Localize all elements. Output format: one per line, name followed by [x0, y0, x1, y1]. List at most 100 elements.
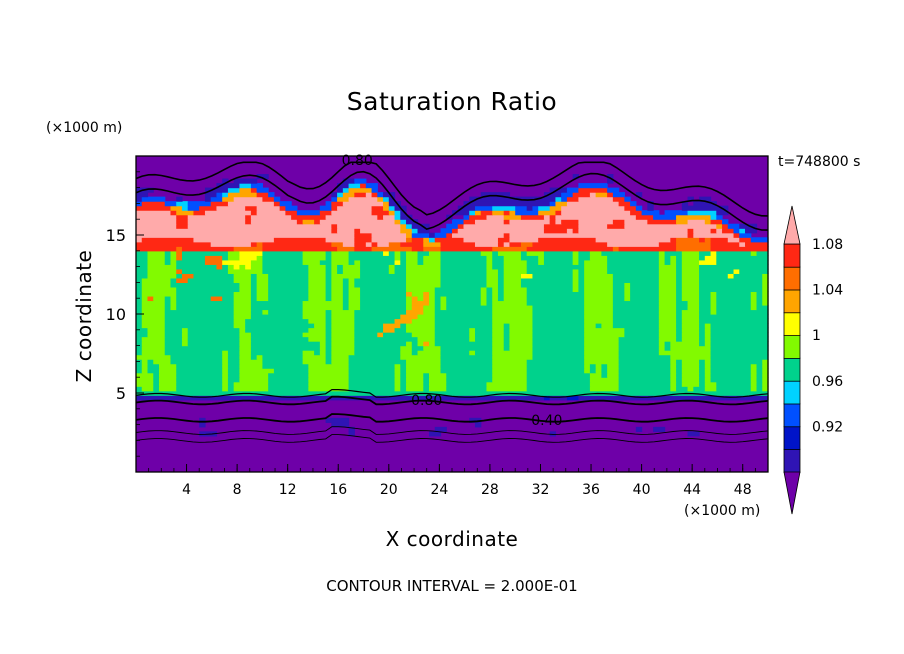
field-cell [187, 327, 241, 333]
field-cell [233, 381, 269, 387]
field-cell [233, 291, 252, 297]
field-cell [176, 259, 206, 265]
field-cell [658, 291, 677, 297]
field-cell [371, 241, 378, 247]
field-cell [262, 354, 304, 360]
field-cell [676, 273, 683, 279]
field-cell [492, 332, 505, 338]
field-cell [589, 386, 620, 392]
field-cell [222, 295, 235, 302]
field-cell [302, 304, 344, 311]
field-cell [262, 246, 338, 252]
field-cell [727, 273, 735, 279]
field-cell [136, 228, 332, 234]
field-cell [681, 277, 700, 283]
field-cell [503, 232, 511, 238]
field-cell [566, 196, 579, 202]
field-cell [222, 178, 229, 184]
field-cell [676, 237, 700, 243]
field-cell [176, 363, 223, 369]
field-cell [406, 255, 419, 261]
field-cell [308, 386, 350, 392]
field-cell [618, 377, 671, 383]
field-cell [147, 332, 166, 338]
field-cell [325, 264, 332, 270]
field-cell [239, 187, 252, 193]
field-cell [394, 214, 401, 220]
field-cell [480, 295, 488, 302]
field-cell [331, 336, 355, 342]
field-cell [256, 187, 269, 193]
field-cell [440, 255, 488, 261]
field-cell [676, 314, 683, 320]
field-cell [222, 381, 229, 387]
field-cell [331, 359, 350, 365]
field-cell [354, 241, 367, 247]
field-cell [141, 318, 166, 324]
field-cell [400, 314, 419, 320]
field-cell [572, 268, 579, 274]
field-cell [187, 277, 235, 283]
field-cell [331, 205, 338, 211]
field-cell [474, 241, 499, 247]
field-cell [250, 300, 304, 306]
field-cell [331, 250, 350, 256]
field-cell [216, 183, 241, 189]
field-cell [337, 223, 401, 229]
field-cell [296, 219, 304, 225]
field-cell [429, 300, 436, 306]
x-tick-label: 40 [633, 482, 651, 498]
field-cell [348, 183, 361, 189]
field-cell [710, 336, 769, 342]
field-cell [733, 232, 740, 238]
field-cell [509, 327, 534, 333]
field-cell [699, 314, 769, 320]
field-cell [417, 341, 424, 347]
field-cell [164, 327, 183, 333]
field-cell [561, 196, 568, 202]
colorbar-label: 0.96 [812, 374, 843, 390]
field-cell [331, 314, 355, 320]
field-cell [423, 295, 430, 302]
field-cell [141, 336, 166, 342]
field-cell [584, 300, 614, 306]
field-cell [492, 291, 499, 297]
field-cell [509, 241, 522, 247]
field-cell [331, 201, 344, 207]
field-cell [676, 268, 683, 274]
field-cell [618, 354, 671, 360]
field-cell [417, 314, 436, 320]
field-cell [394, 327, 407, 333]
field-cell [676, 336, 683, 342]
field-cell [245, 323, 315, 329]
field-cell [440, 273, 488, 279]
field-cell [136, 250, 149, 256]
field-cell [561, 205, 625, 211]
field-cell [492, 363, 528, 369]
colorbar-bin [783, 289, 801, 314]
field-cell [750, 304, 758, 311]
field-cell [423, 237, 430, 243]
field-cell [434, 341, 493, 347]
field-cell [342, 268, 361, 274]
field-cell [388, 264, 396, 270]
field-cell [250, 350, 304, 356]
field-cell [153, 377, 160, 383]
field-cell [561, 192, 574, 198]
field-cell [492, 255, 505, 261]
field-cell [584, 264, 608, 270]
field-cell [676, 332, 683, 338]
field-cell [360, 286, 407, 293]
field-cell [164, 314, 235, 320]
field-cell [520, 273, 534, 279]
field-cell [710, 350, 769, 356]
contour-line [135, 389, 769, 398]
field-cell [520, 241, 534, 247]
field-cell [331, 223, 338, 229]
field-cell [383, 205, 390, 211]
field-cell [406, 219, 419, 225]
field-cell [710, 332, 769, 338]
field-cell [394, 219, 401, 225]
field-cell [486, 291, 493, 297]
field-cell [699, 359, 706, 365]
